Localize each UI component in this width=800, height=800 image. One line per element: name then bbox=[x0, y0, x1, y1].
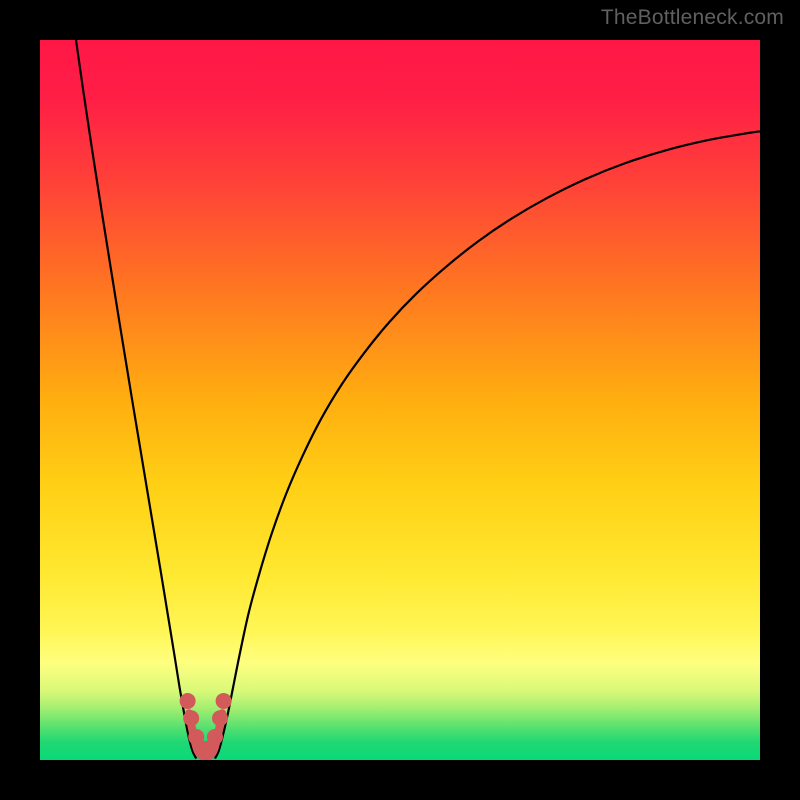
valley-marker-dot bbox=[216, 693, 232, 709]
chart-stage: TheBottleneck.com bbox=[0, 0, 800, 800]
watermark-text: TheBottleneck.com bbox=[601, 6, 784, 30]
valley-marker-dot bbox=[207, 729, 223, 745]
valley-marker-dot bbox=[212, 710, 228, 726]
valley-marker-dot bbox=[183, 710, 199, 726]
valley-marker-dot bbox=[180, 693, 196, 709]
bottleneck-chart bbox=[0, 0, 800, 800]
chart-background-gradient bbox=[40, 40, 760, 760]
